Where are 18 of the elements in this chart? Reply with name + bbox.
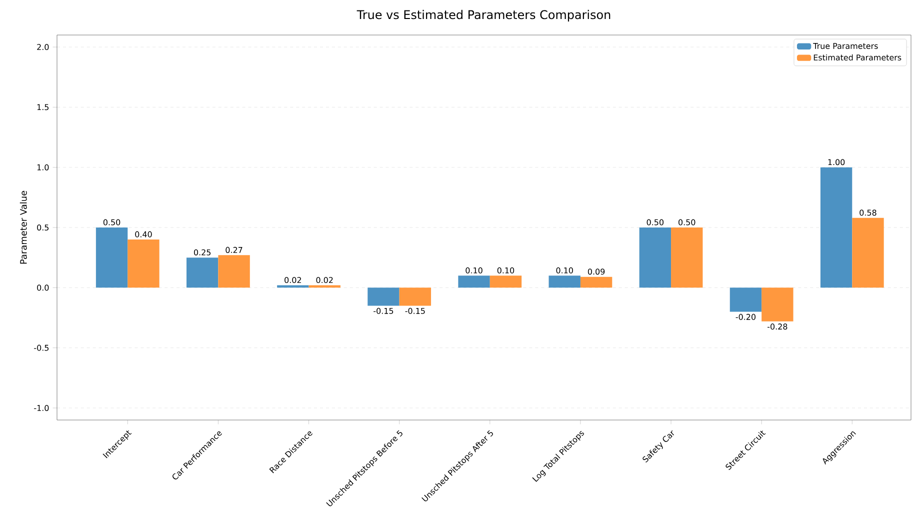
bar <box>186 258 218 288</box>
bar <box>762 288 794 322</box>
bar <box>852 218 884 288</box>
bar <box>218 255 250 288</box>
y-axis-title: Parameter Value <box>20 190 27 264</box>
bar <box>128 240 160 288</box>
bar <box>730 288 762 312</box>
bar <box>639 228 672 288</box>
bar <box>671 228 703 288</box>
chart-title: True vs Estimated Parameters Comparison <box>356 10 610 22</box>
bar <box>368 288 400 306</box>
bar <box>548 276 580 288</box>
bar <box>490 276 522 288</box>
bar <box>399 288 432 306</box>
bar <box>580 276 612 288</box>
bar <box>96 228 128 288</box>
bar <box>458 276 490 288</box>
bar <box>820 167 852 288</box>
